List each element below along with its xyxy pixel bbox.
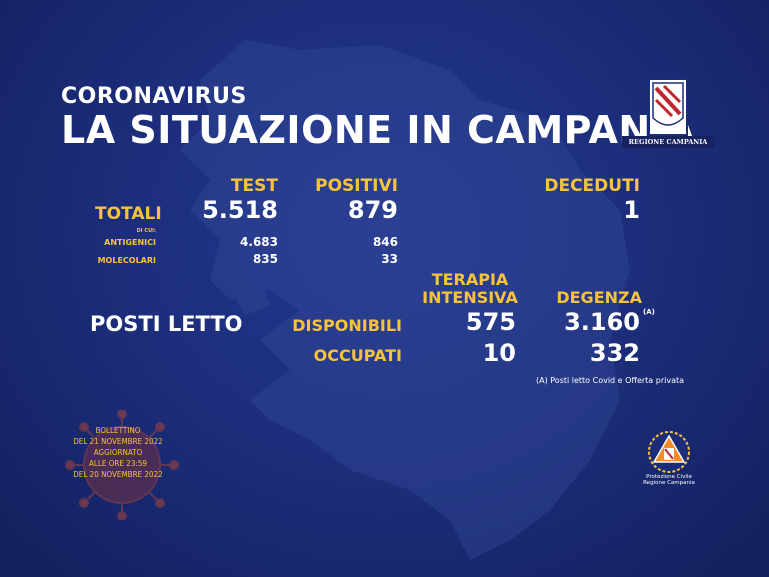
terapia-occupati-value: 10 (482, 339, 516, 367)
disponibili-label: DISPONIBILI (292, 316, 402, 335)
molecolari-test-value: 835 (252, 252, 278, 266)
totali-label: TOTALI (95, 204, 162, 224)
antigenici-label: ANTIGENICI (104, 238, 156, 247)
antigenici-test-value: 4.683 (240, 235, 278, 249)
antigenici-positivi-value: 846 (372, 235, 398, 249)
crest-icon (648, 78, 688, 136)
kicker-title: CORONAVIRUS (61, 84, 247, 109)
degenza-occupati-value: 332 (589, 339, 640, 367)
totali-deceduti-value: 1 (623, 196, 640, 224)
bollettino-line: ALLE ORE 23:59 (88, 459, 147, 468)
totali-test-value: 5.518 (202, 196, 278, 224)
column-header-deceduti: DECEDUTI (544, 176, 640, 196)
protezione-civile-line1: Protezione Civile (646, 474, 692, 480)
column-header-positivi: POSITIVI (315, 176, 398, 196)
bollettino-line: DEL 20 NOVEMBRE 2022 (73, 470, 163, 479)
terapia-header-line1: TERAPIA (431, 270, 509, 289)
footnote: (A) Posti letto Covid e Offerta privata (536, 376, 685, 385)
bollettino-line: BOLLETTINO (95, 426, 141, 435)
totali-positivi-value: 879 (347, 196, 398, 224)
degenza-note-marker: (A) (643, 308, 655, 316)
di-cui-label: DI CUI: (136, 228, 156, 234)
molecolari-label: MOLECOLARI (97, 256, 156, 265)
occupati-label: OCCUPATI (313, 346, 402, 365)
posti-letto-label: POSTI LETTO (90, 312, 243, 336)
degenza-disponibili-value: 3.160 (564, 308, 640, 336)
logo-label: REGIONE CAMPANIA (622, 136, 714, 148)
bollettino-line: AGGIORNATO (93, 448, 143, 457)
campania-map-silhouette (180, 40, 630, 560)
molecolari-positivi-value: 33 (381, 252, 398, 266)
degenza-header: DEGENZA (556, 288, 642, 307)
protezione-civile-line2: Regione Campania (643, 480, 695, 486)
bollettino-line: DEL 21 NOVEMBRE 2022 (73, 437, 163, 446)
virus-icon (65, 410, 179, 520)
terapia-header-line2: INTENSIVA (422, 288, 518, 307)
regione-campania-logo: REGIONE CAMPANIA (622, 78, 714, 152)
bollettino-info: BOLLETTINO DEL 21 NOVEMBRE 2022 AGGIORNA… (55, 425, 181, 480)
page-title: LA SITUAZIONE IN CAMPANIA (61, 108, 696, 152)
column-header-test: TEST (230, 176, 278, 196)
terapia-disponibili-value: 575 (465, 308, 516, 336)
protezione-civile-icon (648, 431, 690, 473)
